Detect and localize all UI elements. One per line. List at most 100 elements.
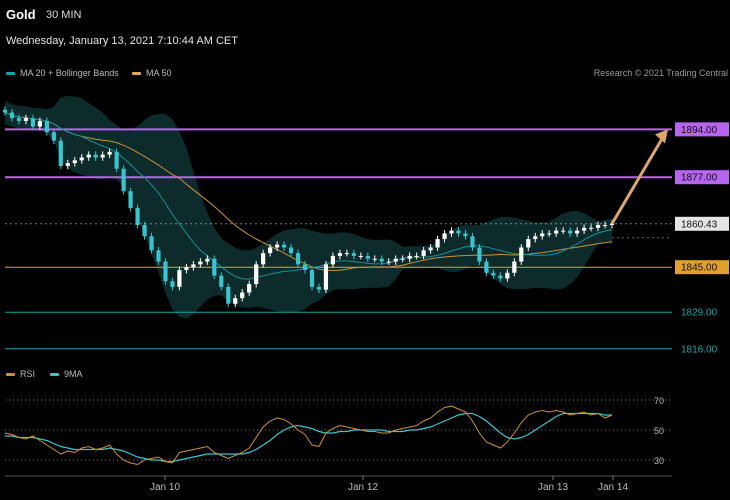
x-tick-label-0: Jan 10 bbox=[150, 482, 180, 493]
candle-body-39 bbox=[275, 245, 279, 248]
candle-body-2 bbox=[17, 118, 21, 121]
candle-body-57 bbox=[401, 259, 405, 260]
candle-body-41 bbox=[289, 248, 293, 254]
candle-body-0 bbox=[3, 110, 7, 113]
x-tick-label-1: Jan 12 bbox=[348, 482, 378, 493]
x-tick-label-3: Jan 14 bbox=[598, 482, 628, 493]
candle-body-21 bbox=[149, 236, 153, 250]
candle-body-77 bbox=[540, 233, 544, 236]
rsi-9ma-line bbox=[5, 414, 612, 462]
candle-body-4 bbox=[31, 118, 35, 126]
candle-body-33 bbox=[233, 298, 237, 304]
candle-body-51 bbox=[359, 256, 363, 257]
candle-body-86 bbox=[603, 225, 607, 226]
candle-body-27 bbox=[191, 264, 195, 267]
candle-body-18 bbox=[128, 191, 132, 208]
candle-body-32 bbox=[226, 287, 230, 304]
candle-body-50 bbox=[352, 253, 356, 256]
target-arrow-shaft bbox=[612, 135, 664, 223]
candle-body-44 bbox=[310, 270, 314, 287]
candle-body-73 bbox=[512, 262, 516, 273]
candle-body-40 bbox=[282, 245, 286, 248]
candle-body-48 bbox=[338, 253, 342, 256]
candle-body-68 bbox=[477, 248, 481, 262]
candle-body-75 bbox=[526, 239, 530, 247]
candle-body-64 bbox=[449, 231, 453, 234]
candle-body-12 bbox=[87, 155, 91, 158]
candle-body-42 bbox=[296, 253, 300, 264]
candle-body-47 bbox=[331, 256, 335, 264]
candle-body-84 bbox=[589, 228, 593, 229]
candle-body-56 bbox=[394, 259, 398, 262]
candle-body-46 bbox=[324, 264, 328, 289]
candle-body-54 bbox=[380, 259, 384, 262]
candle-body-52 bbox=[366, 256, 370, 259]
candle-body-59 bbox=[415, 256, 419, 257]
candle-body-9 bbox=[66, 163, 70, 166]
candle-body-11 bbox=[80, 158, 84, 161]
candle-body-31 bbox=[219, 276, 223, 287]
level-label-1: 1877.00 bbox=[681, 173, 718, 184]
candle-body-53 bbox=[373, 259, 377, 260]
level-label-5: 1816.00 bbox=[681, 344, 718, 355]
candle-body-34 bbox=[240, 293, 244, 299]
candle-body-35 bbox=[247, 284, 251, 292]
level-label-4: 1829.00 bbox=[681, 308, 718, 319]
candle-body-7 bbox=[52, 132, 56, 140]
candle-body-22 bbox=[156, 250, 160, 261]
candle-body-83 bbox=[582, 228, 586, 231]
candle-body-20 bbox=[142, 225, 146, 236]
candle-body-69 bbox=[484, 262, 488, 273]
candle-body-45 bbox=[317, 287, 321, 290]
candle-body-30 bbox=[212, 259, 216, 276]
level-label-3: 1845.00 bbox=[681, 263, 718, 274]
candle-body-85 bbox=[596, 225, 600, 228]
candle-body-36 bbox=[254, 264, 258, 284]
candle-body-38 bbox=[268, 248, 272, 254]
candle-body-19 bbox=[135, 208, 139, 225]
candle-body-78 bbox=[547, 233, 551, 234]
x-tick-label-2: Jan 13 bbox=[538, 482, 568, 493]
level-label-0: 1894.00 bbox=[681, 125, 718, 136]
candle-body-43 bbox=[303, 264, 307, 270]
candle-body-74 bbox=[519, 248, 523, 262]
candle-body-8 bbox=[59, 141, 63, 166]
candle-body-28 bbox=[198, 262, 202, 265]
candle-body-76 bbox=[533, 236, 537, 239]
candle-body-60 bbox=[422, 250, 426, 256]
candle-body-29 bbox=[205, 259, 209, 262]
rsi-line bbox=[5, 406, 612, 465]
candle-body-26 bbox=[184, 267, 188, 270]
candle-body-79 bbox=[554, 231, 558, 234]
level-label-2: 1860.43 bbox=[681, 219, 718, 230]
rsi-level-label-1: 50 bbox=[654, 426, 664, 436]
candle-body-63 bbox=[442, 233, 446, 239]
candle-body-14 bbox=[101, 155, 105, 158]
candle-body-81 bbox=[568, 231, 572, 234]
candle-body-23 bbox=[163, 262, 167, 282]
candle-body-3 bbox=[24, 118, 28, 121]
candle-body-80 bbox=[561, 231, 565, 232]
candle-body-82 bbox=[575, 231, 579, 234]
candle-body-24 bbox=[170, 281, 174, 287]
candle-body-17 bbox=[122, 169, 126, 192]
candle-body-6 bbox=[45, 121, 49, 132]
candle-body-72 bbox=[505, 273, 509, 279]
rsi-level-label-0: 70 bbox=[654, 396, 664, 406]
candle-body-16 bbox=[115, 152, 119, 169]
candle-body-71 bbox=[498, 276, 502, 279]
candle-body-61 bbox=[429, 248, 433, 251]
candle-body-13 bbox=[94, 155, 98, 158]
candle-body-10 bbox=[73, 160, 77, 163]
candle-body-66 bbox=[463, 233, 467, 236]
candle-body-25 bbox=[177, 270, 181, 287]
candle-body-58 bbox=[408, 256, 412, 259]
candle-body-15 bbox=[108, 152, 112, 155]
candle-body-62 bbox=[435, 239, 439, 247]
candle-body-55 bbox=[387, 262, 391, 263]
candle-body-1 bbox=[10, 113, 14, 119]
candle-body-70 bbox=[491, 273, 495, 276]
candle-body-65 bbox=[456, 231, 460, 234]
candle-body-67 bbox=[470, 236, 474, 247]
